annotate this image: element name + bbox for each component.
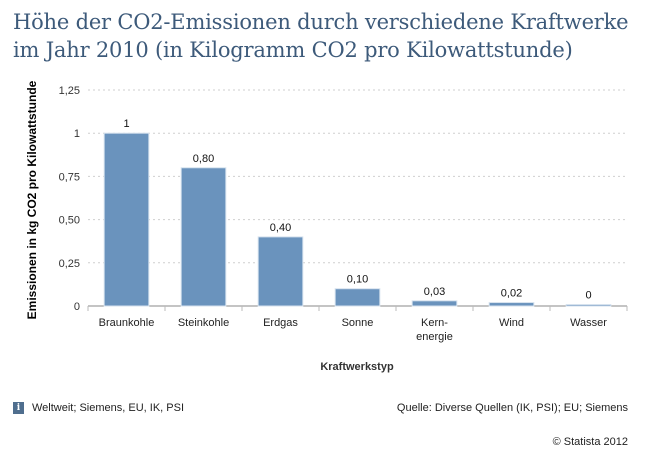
x-tick-label: Steinkohle [178,317,229,329]
data-label: 0 [585,290,591,302]
y-tick-label: 1 [74,128,80,140]
data-label: 0,40 [270,222,291,234]
data-label: 1 [123,118,129,130]
bar [180,167,227,307]
x-tick-label: Braunkohle [99,317,155,329]
data-label: 0,02 [501,288,522,300]
data-label: 0,10 [347,274,368,286]
x-tick-label: energie [416,331,453,343]
bar [257,236,304,307]
x-tick-label: Kern- [421,317,448,329]
bar [488,302,535,307]
x-tick-label: Erdgas [263,317,298,329]
data-label: 0,03 [424,286,445,298]
x-tick-label: Wind [499,317,524,329]
bar [334,288,381,307]
bar [411,300,458,307]
info-icon[interactable]: i [13,402,24,414]
y-tick-label: 1,25 [59,85,80,97]
x-tick-label: Wasser [570,317,607,329]
source-note: Quelle: Diverse Quellen (IK, PSI); EU; S… [396,402,628,414]
bar [565,304,612,307]
chart-title: Höhe der CO2-Emissionen durch verschiede… [13,10,629,62]
x-axis-label: Kraftwerkstyp [320,361,394,373]
bar [103,132,150,307]
y-tick-label: 0,75 [59,171,80,183]
region-text: Weltweit; Siemens, EU, IK, PSI [32,402,185,414]
y-tick-label: 0 [74,301,80,313]
copyright: © Statista 2012 [552,436,628,448]
y-tick-label: 0,50 [59,215,80,227]
data-label: 0,80 [193,153,214,165]
x-tick-label: Sonne [342,317,374,329]
y-tick-label: 0,25 [59,258,80,270]
bar-chart: 0 0,25 0,50 0,75 1 1,25 1 Braunkohle 0,80 Steinko… [59,85,628,343]
region-note: i Weltweit; Siemens, EU, IK, PSI [13,402,184,414]
